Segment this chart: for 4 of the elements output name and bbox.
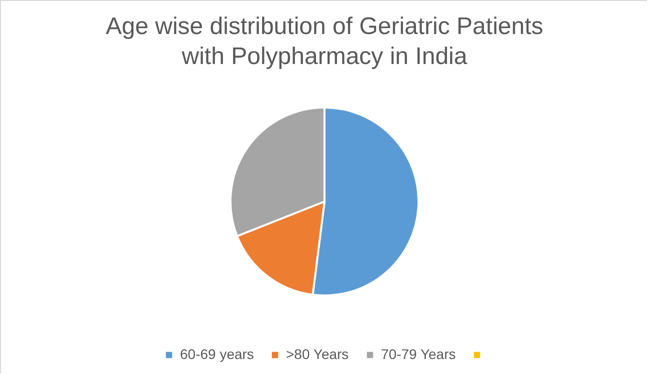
chart-title: Age wise distribution of Geriatric Patients with Polypharmacy in India [106, 13, 544, 70]
legend-label: 70-79 Years [381, 346, 456, 362]
legend-label: >80 Years [286, 346, 349, 362]
legend-label: 60-69 years [180, 346, 254, 362]
